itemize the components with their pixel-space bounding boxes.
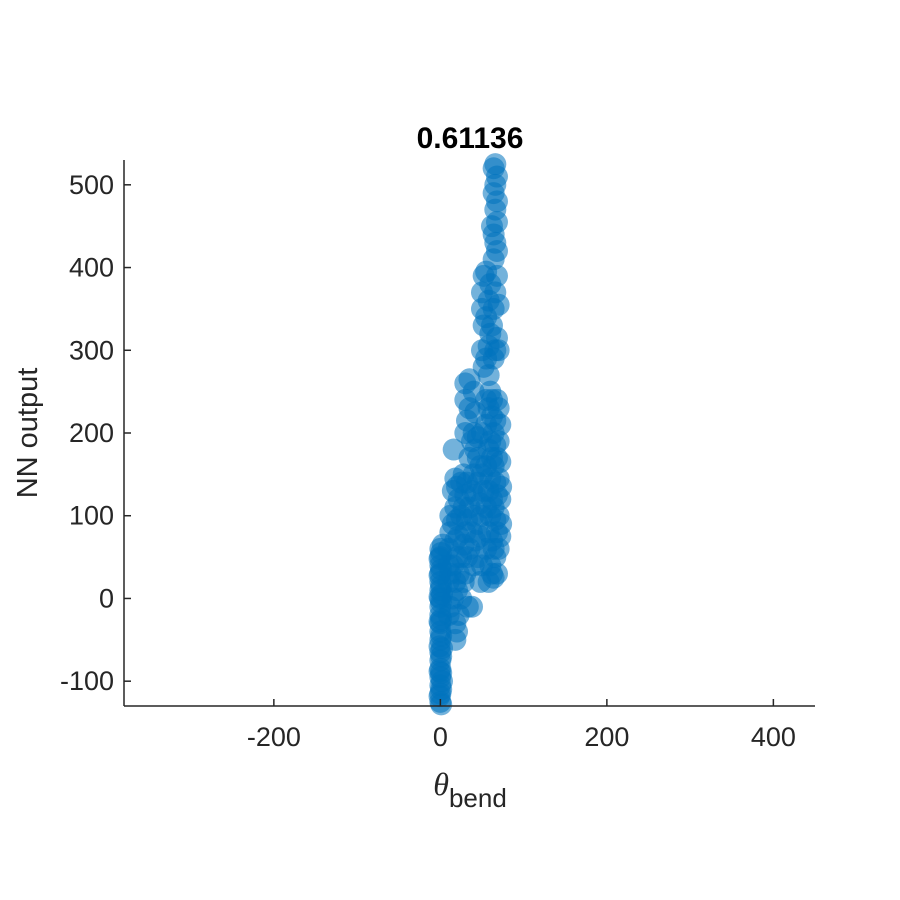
scatter-point	[460, 595, 483, 618]
scatter-point	[485, 264, 508, 287]
y-tick-label: 500	[69, 170, 114, 200]
x-tick-label: 400	[751, 722, 796, 752]
scatter-point	[487, 339, 510, 362]
scatter-point	[485, 240, 508, 262]
marker-layer	[428, 153, 513, 716]
scatter-point	[490, 475, 513, 498]
x-axis-ticks: -200 0 200 400	[247, 699, 796, 752]
scatter-point	[485, 562, 508, 585]
scatter-point	[431, 670, 454, 693]
y-tick-label: 300	[69, 335, 114, 365]
y-axis-ticks: -100 0 100 200 300 400 500	[60, 170, 131, 696]
scatter-point	[446, 620, 469, 643]
scatter-point	[485, 190, 508, 213]
x-axis-title: θbend	[433, 766, 507, 813]
scatter-point	[485, 165, 508, 188]
y-tick-label: 400	[69, 253, 114, 283]
y-tick-label: 200	[69, 418, 114, 448]
chart-title: 0.61136	[417, 122, 524, 155]
y-tick-label: 0	[99, 583, 114, 613]
scatter-point	[487, 293, 510, 316]
scatter-point	[477, 364, 500, 387]
y-tick-label: -100	[60, 666, 114, 696]
x-axis-title-subscript: bend	[449, 783, 507, 813]
scatter-point	[489, 413, 512, 436]
scatter-point	[485, 211, 508, 234]
x-tick-label: -200	[247, 722, 301, 752]
x-axis-title-symbol: θ	[433, 766, 449, 802]
scatter-point	[487, 430, 510, 453]
x-tick-label: 200	[584, 722, 629, 752]
y-axis-title: NN output	[12, 368, 44, 499]
scatter-point	[490, 513, 513, 535]
scatter-point	[487, 397, 510, 420]
scatter-point	[489, 450, 512, 473]
x-tick-label: 0	[433, 722, 448, 752]
y-tick-label: 100	[69, 501, 114, 531]
